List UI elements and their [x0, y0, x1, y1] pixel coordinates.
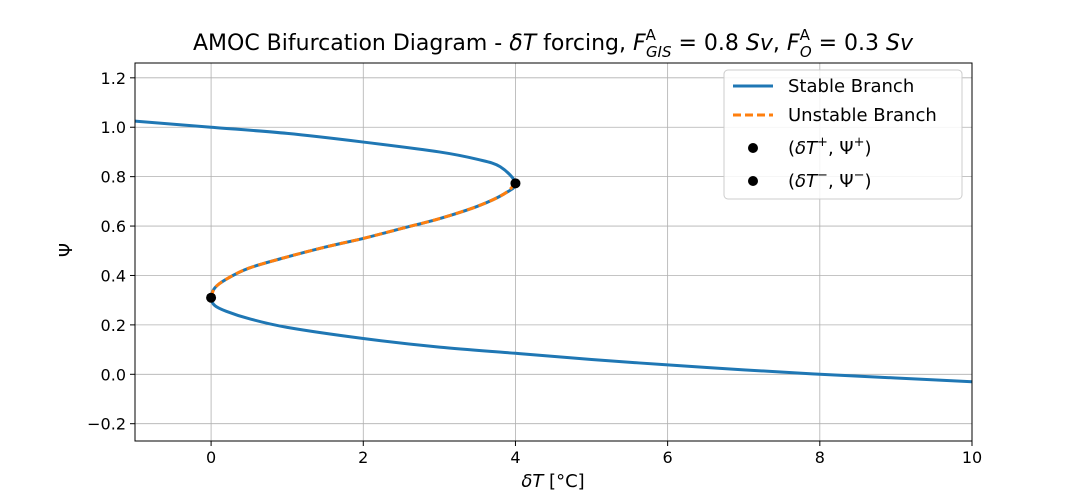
y-tick-label: 0.2 — [101, 316, 126, 335]
x-tick-label: 10 — [962, 448, 982, 467]
critical-point-plus — [510, 178, 521, 189]
y-tick-label: 1.0 — [101, 118, 126, 137]
x-axis-label: δT [°C] — [521, 471, 584, 492]
x-tick-label: 0 — [206, 448, 216, 467]
x-tick-label: 2 — [358, 448, 368, 467]
series-layer — [135, 119, 972, 384]
chart-title: AMOC Bifurcation Diagram - δT forcing, F… — [193, 26, 914, 61]
ticks-layer: 0 2 4 6 8 10 −0.2 0.0 0.2 0.4 0.6 0.8 1.0 1.2 — [87, 69, 982, 467]
legend-point-minus-marker — [748, 176, 758, 186]
y-tick-label: 0.0 — [101, 365, 126, 384]
legend-stable-label: Stable Branch — [788, 76, 914, 97]
y-tick-label: 1.2 — [101, 69, 126, 88]
unstable-branch-line — [209, 182, 517, 299]
legend: Stable Branch Unstable Branch (δT+, Ψ+) … — [723, 69, 963, 200]
x-tick-label: 8 — [815, 448, 825, 467]
y-tick-label: 0.8 — [101, 168, 126, 187]
y-axis-label: Ψ — [56, 243, 77, 257]
y-tick-label: 0.6 — [101, 217, 126, 236]
legend-point-plus-label: (δT+, Ψ+) — [788, 135, 872, 159]
legend-point-plus-marker — [748, 143, 758, 153]
x-tick-label: 4 — [510, 448, 520, 467]
critical-point-minus — [206, 292, 217, 303]
points-layer — [206, 178, 521, 303]
y-tick-label: 0.4 — [101, 266, 126, 285]
plot-frame — [134, 62, 973, 442]
y-tick-label: −0.2 — [87, 415, 126, 434]
x-tick-label: 6 — [663, 448, 673, 467]
legend-point-minus-label: (δT−, Ψ−) — [788, 168, 872, 192]
legend-box — [723, 69, 963, 200]
legend-unstable-label: Unstable Branch — [788, 105, 937, 126]
